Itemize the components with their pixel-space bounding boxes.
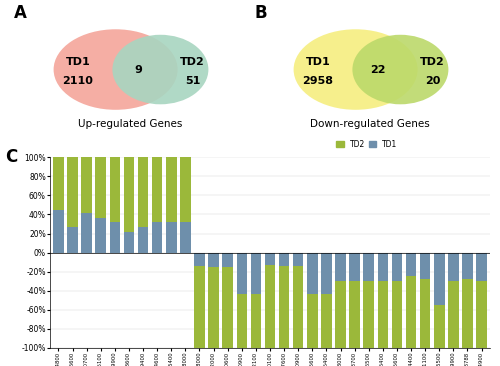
Text: A: A bbox=[14, 4, 27, 22]
Bar bbox=[335, 253, 346, 348]
Bar bbox=[321, 253, 332, 348]
Bar bbox=[434, 253, 444, 305]
Bar bbox=[307, 253, 318, 294]
Bar bbox=[307, 253, 318, 348]
Bar bbox=[53, 157, 64, 253]
Bar bbox=[378, 253, 388, 281]
Bar bbox=[124, 157, 134, 253]
Bar bbox=[194, 253, 205, 266]
Bar bbox=[434, 253, 444, 348]
Bar bbox=[124, 232, 134, 253]
Text: C: C bbox=[5, 148, 17, 166]
Bar bbox=[68, 157, 78, 253]
Bar bbox=[392, 253, 402, 348]
Bar bbox=[250, 253, 261, 294]
Bar bbox=[208, 253, 219, 348]
Bar bbox=[364, 253, 374, 348]
Legend: TD2, TD1: TD2, TD1 bbox=[333, 137, 401, 152]
Bar bbox=[264, 253, 276, 265]
Bar bbox=[68, 227, 78, 253]
Bar bbox=[462, 253, 472, 279]
Bar bbox=[321, 253, 332, 294]
Bar bbox=[392, 253, 402, 281]
Bar bbox=[96, 157, 106, 253]
Text: 22: 22 bbox=[370, 64, 386, 75]
Bar bbox=[194, 253, 205, 348]
Bar bbox=[250, 253, 261, 348]
Bar bbox=[53, 210, 64, 253]
Bar bbox=[152, 157, 162, 253]
Ellipse shape bbox=[54, 29, 178, 110]
Bar bbox=[364, 253, 374, 281]
Text: TD2: TD2 bbox=[180, 57, 205, 67]
Ellipse shape bbox=[112, 35, 208, 104]
Bar bbox=[462, 253, 472, 348]
Bar bbox=[208, 253, 219, 267]
Text: B: B bbox=[254, 4, 266, 22]
Text: TD2: TD2 bbox=[420, 57, 445, 67]
Bar bbox=[138, 227, 148, 253]
Bar bbox=[138, 157, 148, 253]
Bar bbox=[420, 253, 430, 348]
Text: 51: 51 bbox=[184, 75, 200, 86]
Bar bbox=[264, 253, 276, 348]
Bar bbox=[166, 222, 176, 253]
Bar bbox=[82, 213, 92, 253]
Bar bbox=[350, 253, 360, 281]
Bar bbox=[420, 253, 430, 279]
Bar bbox=[236, 253, 247, 294]
Bar bbox=[82, 157, 92, 253]
Bar bbox=[96, 218, 106, 253]
Bar bbox=[236, 253, 247, 348]
Bar bbox=[279, 253, 289, 348]
Ellipse shape bbox=[294, 29, 418, 110]
Text: 2958: 2958 bbox=[302, 75, 334, 86]
Bar bbox=[476, 253, 487, 281]
Bar bbox=[222, 253, 233, 348]
Bar bbox=[110, 157, 120, 253]
Bar bbox=[180, 222, 190, 253]
Bar bbox=[406, 253, 416, 276]
Bar bbox=[476, 253, 487, 348]
Bar bbox=[180, 157, 190, 253]
Bar bbox=[293, 253, 304, 348]
Text: Down-regulated Genes: Down-regulated Genes bbox=[310, 119, 430, 130]
Bar bbox=[279, 253, 289, 266]
Ellipse shape bbox=[352, 35, 448, 104]
Text: Up-regulated Genes: Up-regulated Genes bbox=[78, 119, 182, 130]
Bar bbox=[166, 157, 176, 253]
Bar bbox=[152, 222, 162, 253]
Bar bbox=[378, 253, 388, 348]
Bar bbox=[110, 222, 120, 253]
Bar bbox=[293, 253, 304, 266]
Bar bbox=[222, 253, 233, 267]
Bar bbox=[350, 253, 360, 348]
Bar bbox=[335, 253, 346, 281]
Bar bbox=[448, 253, 458, 281]
Bar bbox=[406, 253, 416, 348]
Text: TD1: TD1 bbox=[306, 57, 330, 67]
Text: 9: 9 bbox=[134, 64, 142, 75]
Text: 20: 20 bbox=[424, 75, 440, 86]
Text: 2110: 2110 bbox=[62, 75, 94, 86]
Bar bbox=[448, 253, 458, 348]
Text: TD1: TD1 bbox=[66, 57, 90, 67]
